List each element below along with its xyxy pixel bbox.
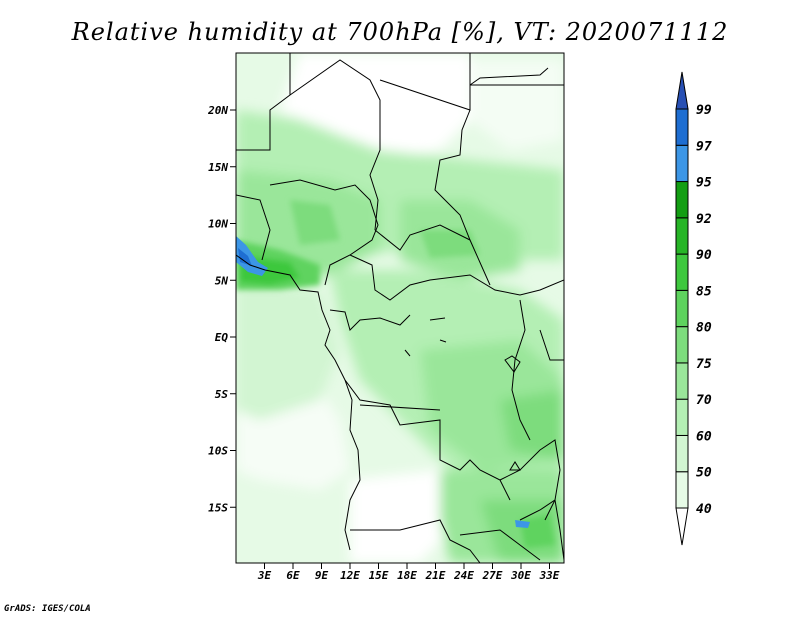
humidity-field [236, 53, 564, 563]
lon-tick-label: 33E [539, 569, 560, 582]
colorbar: 40 50 60 70 75 80 85 90 92 95 97 99 [675, 71, 712, 546]
lon-tick-label: 3E [257, 569, 272, 582]
colorbar-upper-triangle [675, 71, 689, 110]
colorbar-label: 99 [696, 103, 712, 118]
colorbar-label: 40 [696, 502, 712, 517]
longitude-ticks: 3E 6E 9E 12E 15E 18E 21E 24E 27E 30E 33E [257, 563, 560, 582]
map-frame [235, 52, 565, 564]
lon-tick-label: 27E [482, 569, 503, 582]
lat-tick-label: EQ [215, 331, 229, 344]
grads-credit: GrADS: IGES/COLA [4, 604, 91, 614]
lat-tick-label: 15N [208, 161, 228, 174]
lon-tick-label: 30E [510, 569, 531, 582]
lon-tick-label: 6E [286, 569, 300, 582]
colorbar-label: 75 [696, 357, 712, 372]
colorbar-segment [675, 398, 689, 436]
lat-tick-label: 20N [207, 104, 228, 117]
colorbar-segment [675, 217, 689, 255]
lat-tick-label: 5N [215, 274, 229, 287]
colorbar-label: 95 [696, 176, 712, 191]
lat-tick-label: 15S [208, 501, 228, 514]
colorbar-segment [675, 289, 689, 328]
colorbar-segment [675, 362, 689, 400]
colorbar-label: 80 [696, 321, 712, 336]
country-borders [236, 53, 564, 563]
lon-tick-label: 15E [369, 569, 389, 582]
lon-tick-label: 12E [340, 569, 360, 582]
lat-tick-label: 5S [215, 388, 229, 401]
map-title: Relative humidity at 700hPa [%], VT: 202… [71, 18, 729, 46]
colorbar-label: 60 [696, 429, 712, 444]
colorbar-segment [675, 471, 689, 509]
colorbar-label: 70 [696, 393, 712, 408]
colorbar-lower-triangle [675, 507, 689, 546]
colorbar-label: 92 [696, 212, 712, 227]
lon-tick-label: 9E [315, 569, 329, 582]
colorbar-segment [675, 144, 689, 183]
lat-tick-label: 10N [208, 218, 228, 231]
colorbar-label: 90 [696, 248, 712, 263]
lat-tick-label: 10S [208, 445, 228, 458]
colorbar-label: 50 [696, 466, 712, 481]
lon-tick-label: 24E [453, 569, 474, 582]
colorbar-segment [675, 326, 689, 364]
lon-tick-label: 21E [425, 569, 446, 582]
latitude-ticks: 20N 15N 10N 5N EQ 5S 10S 15S [207, 104, 236, 514]
colorbar-segment [675, 108, 689, 146]
lon-tick-label: 18E [397, 569, 417, 582]
colorbar-segment [675, 181, 689, 219]
colorbar-segment [675, 253, 689, 291]
colorbar-label: 85 [696, 284, 712, 299]
colorbar-label: 97 [696, 139, 712, 154]
colorbar-segment [675, 434, 689, 473]
